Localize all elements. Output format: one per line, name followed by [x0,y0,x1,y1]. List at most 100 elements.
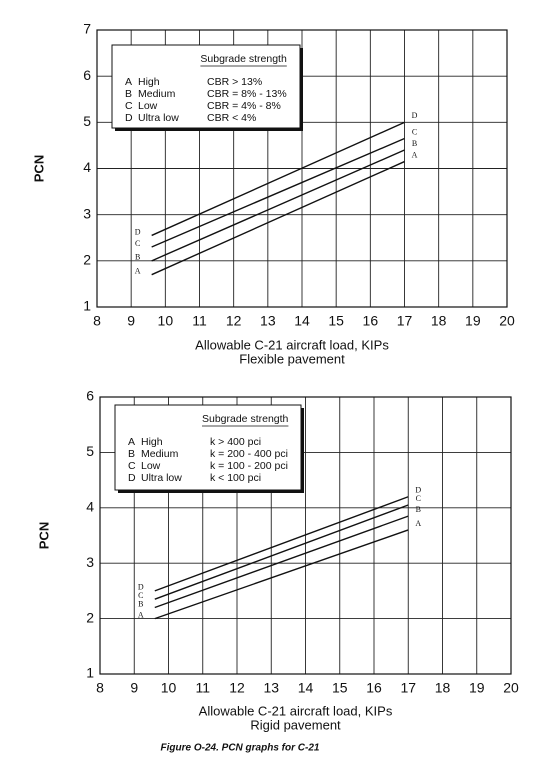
y-tick-label: 4 [86,499,94,515]
series-line [154,529,409,620]
y-tick-label: 5 [86,443,94,459]
series-line [154,515,409,609]
x-tick-label: 10 [161,680,177,696]
legend-key: A [125,76,132,88]
legend-strength: Ultra low [138,112,179,124]
x-tick-label: 19 [469,680,485,696]
legend-strength: Low [138,100,158,112]
legend-key: D [128,472,136,484]
x-axis-label: Allowable C-21 aircraft load, KIPs [199,703,393,718]
y-tick-label: 7 [83,21,91,37]
legend-title: Subgrade strength [200,53,287,65]
x-axis-sublabel: Flexible pavement [239,351,345,366]
legend-strength: Ultra low [141,472,182,484]
x-tick-label: 15 [328,313,344,329]
x-tick-label: 16 [366,680,382,696]
legend-key: D [125,112,133,124]
y-tick-label: 4 [83,159,91,175]
y-tick-label: 3 [83,205,91,221]
x-tick-label: 16 [363,313,379,329]
line-end-label: C [135,239,140,248]
line-end-label: A [415,519,421,528]
x-tick-label: 12 [229,680,245,696]
series-line [151,121,405,237]
legend-key: B [128,448,135,460]
x-tick-label: 10 [158,313,174,329]
line-end-label: B [416,505,421,514]
series-line [154,496,409,592]
legend-box [114,404,302,491]
plot-frame [99,396,512,675]
line-end-label: A [135,267,141,276]
x-tick-label: 12 [226,313,242,329]
legend-key: A [128,436,135,448]
legend-box [111,44,301,129]
legend-key: C [125,100,133,112]
legend-strength: Medium [138,88,176,100]
legend-criterion: CBR = 4% - 8% [207,100,281,112]
plot-frame [96,29,508,308]
line-end-label: B [412,139,417,148]
y-tick-label: 5 [83,113,91,129]
x-tick-label: 14 [298,680,314,696]
line-end-label: B [138,599,143,608]
line-end-label: D [135,227,141,236]
x-tick-label: 11 [195,680,210,696]
x-tick-label: 13 [260,313,276,329]
x-tick-label: 14 [294,313,310,329]
legend-criterion: k = 100 - 200 pci [210,460,288,472]
legend-criterion: k > 400 pci [210,436,261,448]
x-tick-label: 19 [465,313,481,329]
line-end-label: A [138,610,144,619]
legend-strength: High [138,76,160,88]
line-end-label: A [412,150,418,159]
y-tick-label: 6 [86,388,94,404]
legend-criterion: k < 100 pci [210,472,261,484]
legend-strength: High [141,436,163,448]
legend-criterion: k = 200 - 400 pci [210,448,288,460]
line-end-label: D [138,583,144,592]
y-tick-label: 3 [86,554,94,570]
legend-key: C [128,460,136,472]
x-tick-label: 20 [499,313,515,329]
x-tick-label: 18 [431,313,447,329]
legend-title: Subgrade strength [202,413,289,425]
caption: Figure O-24. PCN graphs for C-21 [161,743,320,754]
x-tick-label: 9 [130,680,138,696]
x-tick-label: 13 [263,680,279,696]
series-line [151,160,405,276]
y-tick-label: 2 [86,609,94,625]
series-line [154,504,409,600]
x-tick-label: 17 [400,680,416,696]
x-tick-label: 9 [127,313,135,329]
y-axis-label: PCN [36,522,51,549]
line-end-label: D [412,111,418,120]
x-tick-label: 8 [96,680,104,696]
legend-criterion: CBR < 4% [207,112,256,124]
x-tick-label: 18 [435,680,451,696]
line-end-label: D [415,486,421,495]
x-tick-label: 11 [192,313,207,329]
y-axis-label: PCN [31,155,46,182]
legend-strength: Medium [141,448,179,460]
x-axis-sublabel: Rigid pavement [250,717,341,732]
series-line [151,137,405,248]
y-tick-label: 1 [83,298,91,314]
x-tick-label: 17 [397,313,413,329]
line-end-label: C [416,494,421,503]
y-tick-label: 2 [83,252,91,268]
legend-criterion: CBR > 13% [207,76,262,88]
x-tick-label: 15 [332,680,348,696]
y-tick-label: 1 [86,665,94,681]
x-tick-label: 8 [93,313,101,329]
line-end-label: C [138,591,143,600]
line-end-label: C [412,127,417,136]
x-axis-label: Allowable C-21 aircraft load, KIPs [195,337,389,352]
y-tick-label: 6 [83,67,91,83]
legend-criterion: CBR = 8% - 13% [207,88,287,100]
legend-key: B [125,88,132,100]
series-line [151,149,405,262]
line-end-label: B [135,253,140,262]
